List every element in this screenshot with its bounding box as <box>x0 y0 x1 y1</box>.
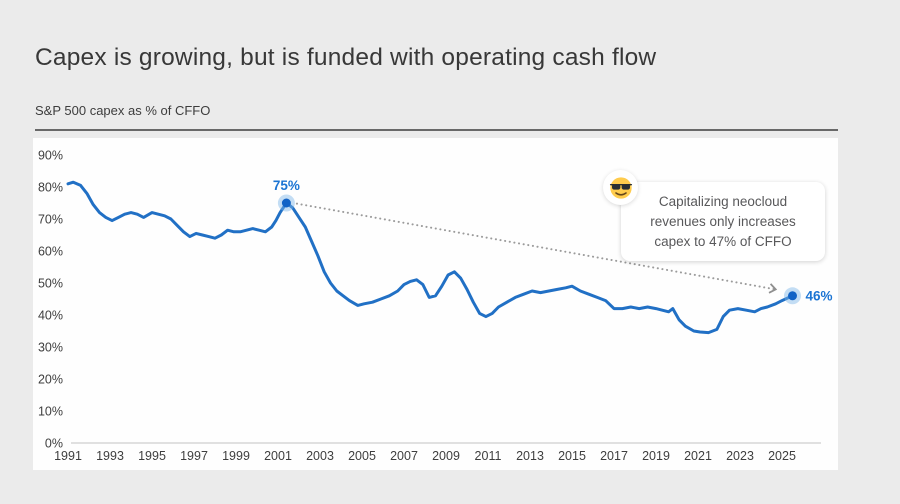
x-tick-label: 2017 <box>600 449 628 463</box>
x-tick-label: 2023 <box>726 449 754 463</box>
y-tick-label: 90% <box>38 149 63 163</box>
y-tick-label: 80% <box>38 181 63 195</box>
x-tick-label: 2013 <box>516 449 544 463</box>
x-tick-label: 1999 <box>222 449 250 463</box>
data-point-marker <box>281 198 291 208</box>
x-tick-label: 2015 <box>558 449 586 463</box>
y-tick-label: 70% <box>38 213 63 227</box>
callout-text-line: Capitalizing neocloud <box>658 194 788 209</box>
x-tick-label: 2019 <box>642 449 670 463</box>
y-tick-label: 60% <box>38 245 63 259</box>
y-tick-label: 20% <box>38 373 63 387</box>
sunglasses-emoji-glyph <box>609 176 632 199</box>
trend-arrow-head <box>768 283 778 294</box>
data-point-marker <box>788 291 797 301</box>
y-tick-label: 50% <box>38 277 63 291</box>
x-tick-label: 2009 <box>432 449 460 463</box>
callout-text-line: revenues only increases <box>650 214 796 229</box>
x-tick-label: 2011 <box>475 449 502 463</box>
y-tick-label: 0% <box>45 437 63 451</box>
data-point-label: 75% <box>273 178 300 193</box>
callout-note: Capitalizing neocloud revenues only incr… <box>621 182 825 261</box>
data-point-label: 46% <box>806 288 833 303</box>
x-tick-label: 1993 <box>96 449 124 463</box>
x-tick-label: 2003 <box>306 449 334 463</box>
x-tick-label: 1991 <box>54 449 82 463</box>
x-tick-label: 2001 <box>264 449 292 463</box>
x-tick-label: 2025 <box>768 449 796 463</box>
y-tick-label: 10% <box>38 405 63 419</box>
x-tick-label: 2005 <box>348 449 376 463</box>
y-tick-label: 30% <box>38 341 63 355</box>
capex-series-line <box>66 180 794 335</box>
x-tick-label: 1995 <box>138 449 166 463</box>
page-title: Capex is growing, but is funded with ope… <box>35 44 657 71</box>
line-chart: 0% 10% 20% 30% 40% 50% 60% 70% 80% 90% 1991 1993 199… <box>38 149 833 464</box>
chart-subtitle: S&P 500 capex as % of CFFO <box>35 103 211 118</box>
x-tick-label: 2021 <box>684 449 712 463</box>
callout-text-line: capex to 47% of CFFO <box>654 234 792 249</box>
y-tick-label: 40% <box>38 309 63 323</box>
x-tick-label: 2007 <box>390 449 418 463</box>
x-tick-label: 1997 <box>180 449 208 463</box>
sunglasses-emoji <box>603 170 638 205</box>
subtitle-divider <box>35 129 838 131</box>
